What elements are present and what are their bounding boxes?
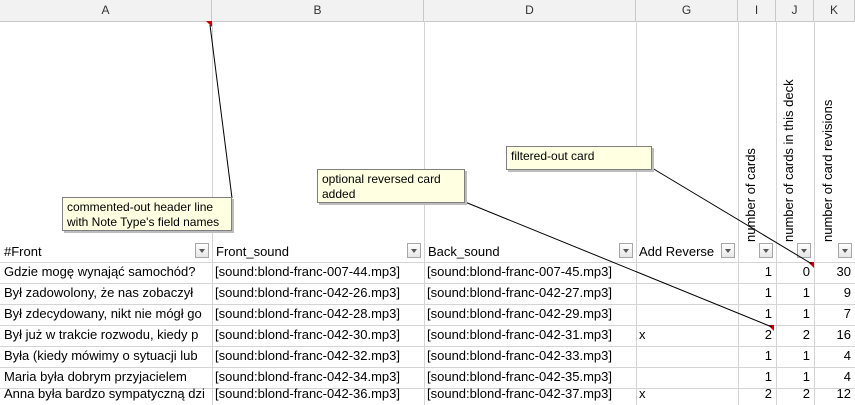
cell-front-sound[interactable]: [sound:blond-franc-042-28.mp3] (215, 306, 401, 321)
grid-line (636, 21, 637, 405)
cell-front[interactable]: Był zdecydowany, nikt nie mógł go (4, 306, 202, 321)
column-header-strip: A B D G I J K (0, 0, 855, 22)
cell-cards-in-deck[interactable]: 1 (802, 348, 810, 363)
header-back-sound[interactable]: Back_sound (428, 244, 500, 259)
cell-front[interactable]: Był zadowolony, że nas zobaczył (4, 285, 194, 300)
column-header-i[interactable]: I (738, 0, 776, 21)
cell-cards-in-deck[interactable]: 2 (802, 327, 810, 342)
cell-revisions[interactable]: 30 (836, 264, 851, 279)
cell-back-sound[interactable]: [sound:blond-franc-042-33.mp3] (427, 348, 613, 363)
cell-number-of-cards[interactable]: 1 (764, 306, 772, 321)
column-header-b[interactable]: B (212, 0, 424, 21)
cell-front[interactable]: Anna była bardzo sympatyczną dzi (4, 386, 205, 401)
cell-back-sound[interactable]: [sound:blond-franc-042-27.mp3] (427, 285, 613, 300)
cell-back-sound[interactable]: [sound:blond-franc-042-31.mp3] (427, 327, 613, 342)
cell-number-of-cards[interactable]: 1 (764, 285, 772, 300)
cell-front-sound[interactable]: [sound:blond-franc-042-26.mp3] (215, 285, 401, 300)
cell-front-sound[interactable]: [sound:blond-franc-042-30.mp3] (215, 327, 401, 342)
grid-line (0, 325, 855, 326)
cell-cards-in-deck[interactable]: 2 (802, 386, 810, 401)
comment-text: commented-out header line (67, 200, 214, 214)
cell-number-of-cards[interactable]: 1 (764, 348, 772, 363)
comment-header-line[interactable]: commented-out header line with Note Type… (62, 197, 232, 231)
grid-line (738, 21, 739, 405)
cell-front-sound[interactable]: [sound:blond-franc-042-36.mp3] (215, 386, 401, 401)
cell-revisions[interactable]: 16 (836, 327, 851, 342)
cell-cards-in-deck[interactable]: 0 (802, 264, 810, 279)
cell-number-of-cards[interactable]: 1 (764, 264, 772, 279)
filter-dropdown-front-sound[interactable] (407, 243, 421, 258)
filter-dropdown-add-reverse[interactable] (721, 243, 735, 258)
grid-line (0, 283, 855, 284)
cell-cards-in-deck[interactable]: 1 (802, 306, 810, 321)
grid-line (776, 21, 777, 405)
comment-indicator[interactable] (768, 325, 774, 331)
grid-line (0, 367, 855, 368)
filter-dropdown-back-sound[interactable] (619, 243, 633, 258)
grid-line (0, 304, 855, 305)
header-front-sound[interactable]: Front_sound (216, 244, 289, 259)
cell-front-sound[interactable]: [sound:blond-franc-007-44.mp3] (215, 264, 401, 279)
cell-revisions[interactable]: 4 (843, 348, 851, 363)
cell-add-reverse[interactable]: x (639, 327, 646, 342)
filter-dropdown-revisions[interactable] (838, 243, 852, 258)
cell-back-sound[interactable]: [sound:blond-franc-042-29.mp3] (427, 306, 613, 321)
cell-number-of-cards[interactable]: 2 (764, 386, 772, 401)
cell-number-of-cards[interactable]: 2 (764, 327, 772, 342)
cell-front[interactable]: Była (kiedy mówimy o sytuacji lub (4, 348, 198, 363)
header-add-reverse[interactable]: Add Reverse (639, 244, 715, 259)
comment-arrow (464, 201, 773, 328)
comment-indicator[interactable] (206, 21, 212, 27)
cell-back-sound[interactable]: [sound:blond-franc-042-37.mp3] (427, 386, 613, 401)
filter-dropdown-number-of-cards[interactable] (759, 243, 773, 258)
cell-revisions[interactable]: 7 (843, 306, 851, 321)
cell-revisions[interactable]: 12 (836, 386, 851, 401)
cell-number-of-cards[interactable]: 1 (764, 369, 772, 384)
cell-back-sound[interactable]: [sound:blond-franc-042-35.mp3] (427, 369, 613, 384)
column-header-d[interactable]: D (424, 0, 636, 21)
comment-indicator[interactable] (808, 262, 814, 268)
comment-text: optional reversed card (322, 172, 441, 186)
grid-line (814, 21, 815, 405)
comment-arrow (651, 167, 813, 265)
cell-revisions[interactable]: 4 (843, 369, 851, 384)
cell-revisions[interactable]: 9 (843, 285, 851, 300)
comment-reversed-card[interactable]: optional reversed card added (317, 169, 465, 203)
grid-line (0, 388, 855, 389)
comment-text: filtered-out card (511, 149, 595, 163)
grid-line (0, 262, 855, 263)
cell-add-reverse[interactable]: x (639, 386, 646, 401)
comment-text: with Note Type's field names (67, 215, 220, 229)
filter-dropdown-cards-in-deck[interactable] (797, 243, 811, 258)
cell-front[interactable]: Gdzie mogę wynająć samochód? (4, 264, 196, 279)
grid-line (0, 346, 855, 347)
cell-front-sound[interactable]: [sound:blond-franc-042-34.mp3] (215, 369, 401, 384)
comment-filtered-card[interactable]: filtered-out card (506, 146, 652, 170)
cell-cards-in-deck[interactable]: 1 (802, 369, 810, 384)
cell-front[interactable]: Maria była dobrym przyjacielem (4, 369, 187, 384)
grid-line (424, 21, 425, 405)
filter-dropdown-front[interactable] (195, 243, 209, 258)
comment-text: added (322, 187, 356, 201)
column-header-a[interactable]: A (0, 0, 212, 21)
cell-back-sound[interactable]: [sound:blond-franc-007-45.mp3] (427, 264, 613, 279)
cell-cards-in-deck[interactable]: 1 (802, 285, 810, 300)
column-header-g[interactable]: G (636, 0, 738, 21)
cell-front-sound[interactable]: [sound:blond-franc-042-32.mp3] (215, 348, 401, 363)
comment-arrow (209, 24, 233, 199)
header-front[interactable]: #Front (4, 244, 42, 259)
column-header-j[interactable]: J (776, 0, 814, 21)
cell-front[interactable]: Był już w trakcie rozwodu, kiedy p (4, 327, 199, 342)
